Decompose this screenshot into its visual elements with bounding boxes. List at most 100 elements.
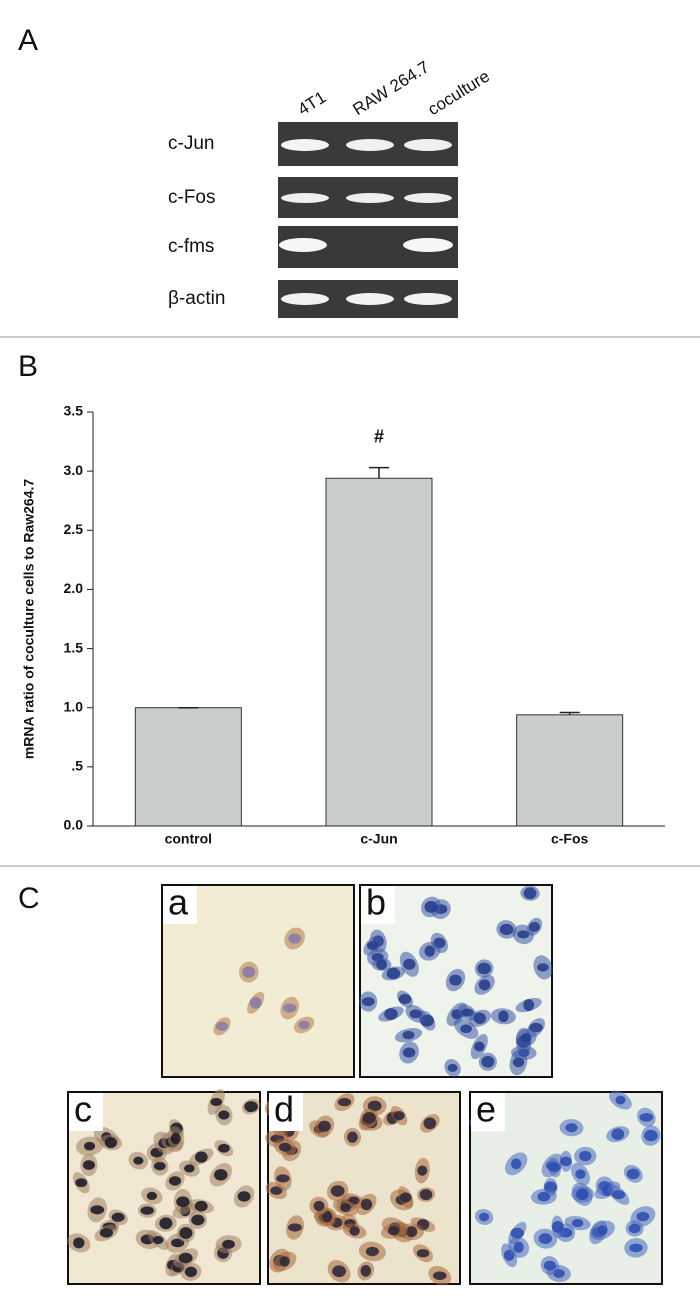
nucleus <box>313 1200 325 1212</box>
nucleus <box>416 1249 430 1258</box>
gene-label: c-Fos <box>168 187 216 208</box>
nucleus <box>576 1188 589 1201</box>
band <box>281 293 329 305</box>
x-tick-label: control <box>165 831 212 847</box>
band <box>281 193 329 203</box>
nucleus <box>528 921 540 932</box>
nucleus <box>82 1160 95 1170</box>
nucleus <box>409 1009 422 1019</box>
nucleus <box>249 997 262 1009</box>
label-box <box>69 1093 103 1131</box>
y-tick-label: 1.0 <box>64 698 84 714</box>
nucleus <box>184 1266 198 1278</box>
nucleus <box>402 1030 415 1040</box>
nucleus <box>340 1203 351 1213</box>
nucleus <box>218 1143 230 1153</box>
bar <box>134 707 242 827</box>
nucleus <box>517 930 530 939</box>
gene-label: β-actin <box>168 288 225 309</box>
nucleus <box>523 999 535 1012</box>
nucleus <box>83 1141 96 1151</box>
nucleus <box>543 1260 556 1271</box>
y-tick-label: 3.5 <box>64 403 84 419</box>
y-tick-label: 1.5 <box>64 639 84 655</box>
nucleus <box>537 963 549 972</box>
nucleus <box>510 1227 524 1239</box>
nucleus <box>337 1098 352 1107</box>
nucleus <box>347 1131 358 1143</box>
band <box>281 139 329 151</box>
gene-label: c-Jun <box>168 133 214 154</box>
nucleus <box>360 1198 373 1211</box>
nucleus <box>215 1021 229 1031</box>
nucleus <box>322 1210 333 1223</box>
nucleus <box>276 1174 290 1183</box>
nucleus <box>460 1024 472 1034</box>
nucleus <box>498 1010 509 1023</box>
image-letter: e <box>476 1089 496 1130</box>
gel <box>278 122 458 318</box>
band <box>346 193 394 203</box>
nucleus <box>611 1128 625 1140</box>
nucleus <box>474 1041 485 1052</box>
nucleus <box>560 1156 572 1167</box>
nucleus <box>565 1123 578 1133</box>
y-tick-label: 0.0 <box>64 817 84 833</box>
nucleus <box>111 1212 125 1222</box>
label-box <box>269 1093 303 1131</box>
band <box>404 293 452 305</box>
image-letter: d <box>274 1089 294 1130</box>
nucleus <box>478 1212 490 1222</box>
nucleus <box>170 1132 181 1145</box>
lane-label: coculture <box>424 67 493 120</box>
nucleus <box>513 1241 524 1253</box>
label-box <box>471 1093 505 1131</box>
nucleus <box>629 1243 643 1253</box>
label-box <box>163 886 197 924</box>
nucleus <box>104 1137 117 1149</box>
nucleus <box>597 1225 608 1236</box>
nucleus <box>244 1101 258 1113</box>
nucleus <box>279 1256 290 1267</box>
nucleus <box>399 1192 412 1203</box>
nucleus <box>278 1142 292 1152</box>
image-letter: c <box>74 1089 92 1130</box>
y-tick-label: 2.5 <box>64 521 84 537</box>
image-letter: a <box>168 882 189 923</box>
nucleus <box>499 923 514 936</box>
nucleus <box>512 1057 525 1068</box>
panel-letter: B <box>18 350 38 383</box>
nucleus <box>402 1047 416 1058</box>
nucleus <box>184 1164 195 1173</box>
band <box>346 293 394 305</box>
nucleus <box>423 1117 437 1130</box>
nucleus <box>628 1223 641 1234</box>
band <box>346 139 394 151</box>
nucleus <box>537 1191 551 1202</box>
nucleus <box>222 1239 235 1249</box>
nucleus <box>406 1226 418 1238</box>
nucleus <box>449 974 462 986</box>
lane-label: RAW 264.7 <box>349 57 432 119</box>
error-bar <box>559 711 580 715</box>
nucleus <box>461 1008 474 1017</box>
band <box>279 238 327 252</box>
nucleus <box>75 1178 88 1188</box>
nucleus <box>547 1162 561 1172</box>
band <box>403 238 453 252</box>
nucleus <box>432 1271 447 1280</box>
nucleus <box>179 1227 193 1239</box>
nucleus <box>366 941 379 951</box>
nucleus <box>615 1095 626 1105</box>
nucleus <box>332 1265 347 1278</box>
y-tick-label: 2.0 <box>64 580 84 596</box>
nucleus <box>210 1097 223 1107</box>
nucleus <box>361 997 375 1007</box>
image-letter: b <box>366 882 386 923</box>
nucleus <box>393 1111 405 1121</box>
nucleus <box>644 1129 658 1142</box>
nucleus <box>133 1156 144 1165</box>
nucleus <box>551 1220 564 1233</box>
nucleus <box>318 1120 331 1132</box>
